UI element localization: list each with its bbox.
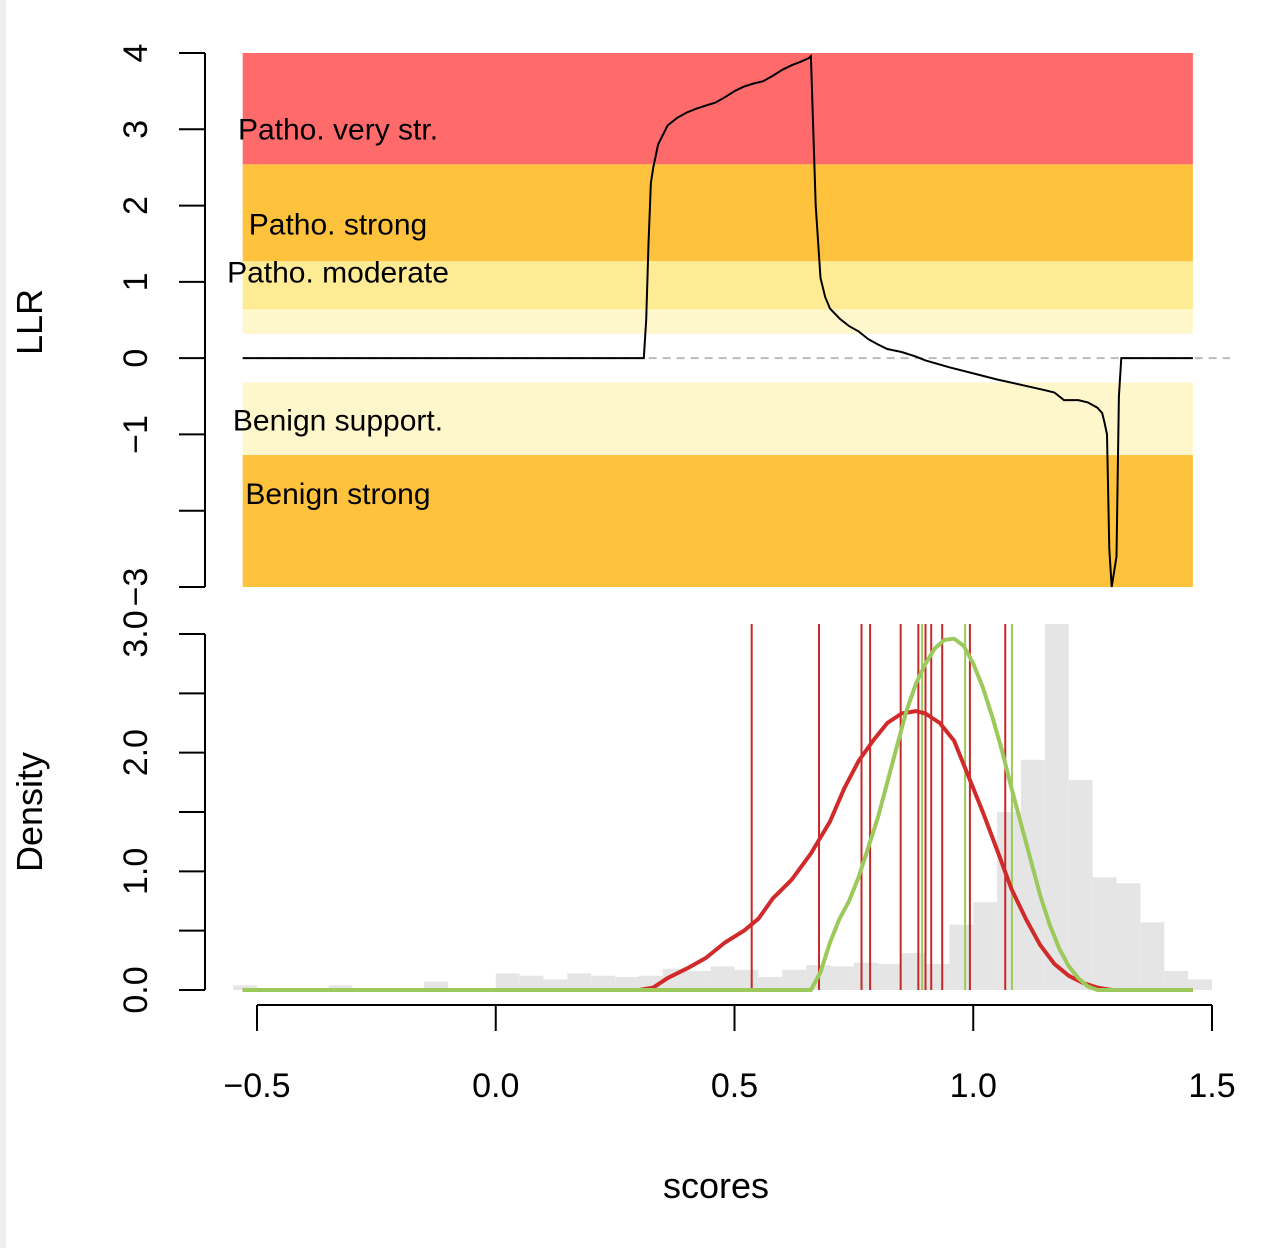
hist-bar-38 xyxy=(1140,922,1165,990)
scores-x-axis: −0.5 0.0 0.5 1.0 1.5 xyxy=(223,1004,1236,1105)
hist-bar-23 xyxy=(782,969,807,990)
hist-bar-25 xyxy=(830,966,854,990)
scores-x-tick-label-3: 1.0 xyxy=(950,1067,997,1105)
hist-bar-28 xyxy=(901,953,926,990)
density-y-tick-label-2: 1.0 xyxy=(117,848,155,895)
llr-evidence-bands xyxy=(242,53,1193,587)
hist-bar-0 xyxy=(233,985,257,990)
hist-bar-12 xyxy=(519,975,544,990)
scores-x-tick-label-4: 1.5 xyxy=(1188,1067,1235,1105)
hist-bar-29 xyxy=(925,963,950,990)
hist-bar-14 xyxy=(567,973,592,990)
llr-y-axis: 4 3 2 1 0 −1 −3 xyxy=(117,44,206,607)
hist-bar-35 xyxy=(1068,779,1093,990)
hist-bar-22 xyxy=(758,976,783,990)
hist-bar-19 xyxy=(686,971,711,990)
density-y-axis: 0.0 1.0 2.0 3.0 xyxy=(117,610,206,1014)
hist-bar-18 xyxy=(662,968,687,990)
scores-x-axis-title: scores xyxy=(663,1165,769,1206)
density-y-tick-label-4: 2.0 xyxy=(117,729,155,776)
llr-y-tick-label-1: 3 xyxy=(117,120,155,139)
llr-band-label-4: Benign support. xyxy=(233,405,443,438)
hist-bar-36 xyxy=(1092,877,1117,990)
llr-y-tick-label-3: 1 xyxy=(117,272,155,291)
llr-band-3 xyxy=(242,309,1193,334)
llr-y-tick-label-0: 4 xyxy=(117,44,155,63)
hist-bar-26 xyxy=(853,962,878,990)
llr-band-2 xyxy=(242,261,1193,310)
hist-bar-4 xyxy=(328,985,353,990)
density-panel: 0.0 1.0 2.0 3.0 −0.5 0.0 0.5 1.0 1.5 Density sc… xyxy=(9,610,1236,1206)
hist-bar-21 xyxy=(734,969,759,990)
hist-bar-11 xyxy=(495,973,520,990)
density-y-tick-label-0: 0.0 xyxy=(117,966,155,1013)
llr-band-label-5: Benign strong xyxy=(245,478,430,511)
hist-bar-13 xyxy=(543,979,568,990)
llr-band-1 xyxy=(242,164,1193,262)
hist-bar-40 xyxy=(1188,979,1212,990)
llr-y-tick-label-7: −3 xyxy=(117,568,155,607)
llr-y-axis-title: LLR xyxy=(9,289,50,355)
llr-y-tick-label-5: −1 xyxy=(117,415,155,454)
llr-band-labels: Patho. very str. Patho. strong Patho. mode… xyxy=(227,113,449,511)
llr-band-label-1: Patho. strong xyxy=(249,209,427,242)
llr-band-5 xyxy=(242,455,1193,587)
hist-bar-16 xyxy=(615,976,639,990)
llr-band-label-0: Patho. very str. xyxy=(238,113,438,146)
llr-band-4 xyxy=(242,382,1193,456)
hist-bar-37 xyxy=(1116,883,1141,990)
llr-band-0 xyxy=(242,53,1193,165)
density-series-line-0 xyxy=(242,709,1193,992)
scores-x-tick-label-0: −0.5 xyxy=(223,1067,290,1105)
hist-bar-20 xyxy=(710,966,735,990)
llr-panel: Patho. very str. Patho. strong Patho. mode… xyxy=(9,44,1230,607)
hist-bar-34 xyxy=(1044,624,1069,990)
hist-bar-27 xyxy=(877,963,902,990)
left-edge-strip xyxy=(0,0,6,1248)
llr-y-tick-label-2: 2 xyxy=(117,196,155,215)
density-y-axis-title: Density xyxy=(9,752,50,872)
llr-y-tick-label-4: 0 xyxy=(117,349,155,368)
hist-bar-32 xyxy=(997,812,1021,990)
scores-x-tick-label-2: 0.5 xyxy=(711,1067,758,1105)
density-y-tick-label-6: 3.0 xyxy=(117,610,155,657)
llr-series-line-0 xyxy=(242,53,1193,588)
hist-bar-8 xyxy=(424,981,448,990)
density-curves xyxy=(242,636,1193,992)
density-histogram xyxy=(233,624,1212,990)
hist-bar-30 xyxy=(949,924,974,990)
hist-bar-15 xyxy=(591,975,616,990)
density-series-line-1 xyxy=(242,636,1193,992)
hist-bar-31 xyxy=(973,902,998,990)
llr-band-label-2: Patho. moderate xyxy=(227,257,449,290)
llr-curve xyxy=(242,53,1193,588)
hist-bar-39 xyxy=(1164,971,1189,990)
scores-x-tick-label-1: 0.0 xyxy=(472,1067,519,1105)
variant-score-lines xyxy=(750,624,1013,990)
